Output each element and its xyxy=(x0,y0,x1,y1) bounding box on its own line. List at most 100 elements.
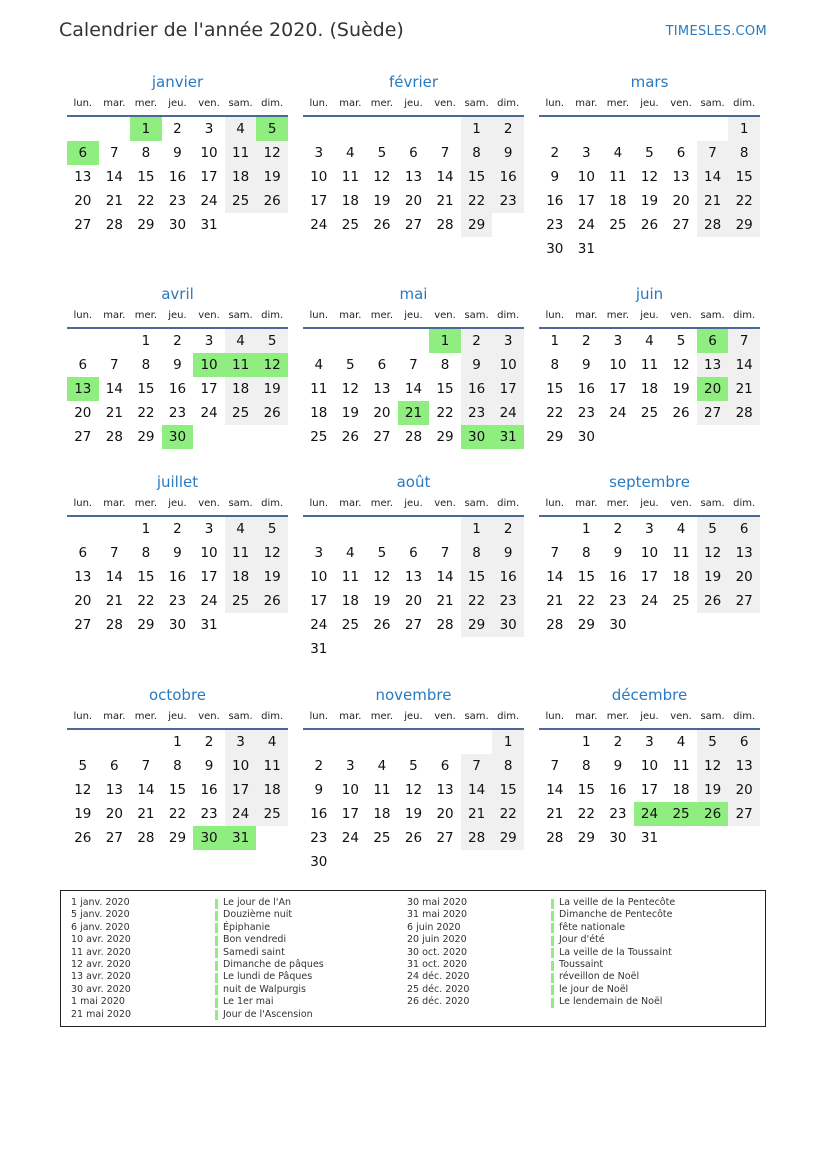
day-cell[interactable]: 11 xyxy=(373,782,391,798)
day-cell[interactable]: 23 xyxy=(200,806,218,822)
day-cell[interactable]: 26 xyxy=(256,401,288,425)
day-cell[interactable]: 25 xyxy=(310,429,328,445)
day-cell[interactable]: 8 xyxy=(141,357,151,373)
day-cell[interactable]: 30 xyxy=(546,241,564,257)
day-cell[interactable]: 3 xyxy=(645,734,654,750)
day-cell[interactable]: 14 xyxy=(728,353,760,377)
day-cell[interactable]: 10 xyxy=(640,758,659,774)
day-cell[interactable]: 5 xyxy=(256,329,288,353)
day-cell[interactable]: 1 xyxy=(141,333,151,349)
day-cell[interactable]: 8 xyxy=(728,141,760,165)
day-cell[interactable]: 6 xyxy=(696,329,729,353)
day-cell[interactable]: 18 xyxy=(672,782,690,798)
day-cell[interactable]: 12 xyxy=(373,569,391,585)
brand-link[interactable]: TIMESLES.COM xyxy=(665,24,767,39)
day-cell[interactable]: 25 xyxy=(341,617,359,633)
day-cell[interactable]: 9 xyxy=(492,141,524,165)
day-cell[interactable]: 16 xyxy=(460,377,493,401)
day-cell[interactable]: 14 xyxy=(105,569,123,585)
day-cell[interactable]: 30 xyxy=(168,217,187,233)
day-cell[interactable]: 21 xyxy=(397,401,430,425)
day-cell[interactable]: 13 xyxy=(373,381,391,397)
day-cell[interactable]: 11 xyxy=(672,758,690,774)
day-cell[interactable]: 15 xyxy=(460,565,493,589)
day-cell[interactable]: 17 xyxy=(577,193,595,209)
day-cell[interactable]: 9 xyxy=(173,145,182,161)
day-cell[interactable]: 3 xyxy=(613,333,623,349)
day-cell[interactable]: 19 xyxy=(640,193,659,209)
day-cell[interactable]: 21 xyxy=(137,806,155,822)
day-cell[interactable]: 22 xyxy=(137,193,155,209)
day-cell[interactable]: 30 xyxy=(193,826,225,850)
day-cell[interactable]: 15 xyxy=(168,782,187,798)
day-cell[interactable]: 8 xyxy=(582,758,591,774)
day-cell[interactable]: 9 xyxy=(492,541,524,565)
day-cell[interactable]: 23 xyxy=(546,217,564,233)
day-cell[interactable]: 16 xyxy=(168,169,187,185)
day-cell[interactable]: 4 xyxy=(346,545,355,561)
day-cell[interactable]: 18 xyxy=(640,381,659,397)
day-cell[interactable]: 19 xyxy=(404,806,423,822)
day-cell[interactable]: 16 xyxy=(168,381,187,397)
day-cell[interactable]: 16 xyxy=(609,569,627,585)
day-cell[interactable]: 4 xyxy=(346,145,355,161)
day-cell[interactable]: 10 xyxy=(640,545,659,561)
day-cell[interactable]: 4 xyxy=(613,145,623,161)
day-cell[interactable]: 15 xyxy=(460,165,493,189)
day-cell[interactable]: 23 xyxy=(492,589,524,613)
day-cell[interactable]: 30 xyxy=(168,617,187,633)
day-cell[interactable]: 25 xyxy=(672,593,690,609)
day-cell[interactable]: 1 xyxy=(460,117,493,141)
day-cell[interactable]: 1 xyxy=(173,734,182,750)
day-cell[interactable]: 19 xyxy=(256,565,288,589)
day-cell[interactable]: 26 xyxy=(640,217,659,233)
day-cell[interactable]: 14 xyxy=(105,381,123,397)
day-cell[interactable]: 24 xyxy=(200,593,218,609)
day-cell[interactable]: 28 xyxy=(105,617,123,633)
day-cell[interactable]: 31 xyxy=(200,617,218,633)
day-cell[interactable]: 18 xyxy=(373,806,391,822)
day-cell[interactable]: 17 xyxy=(310,193,328,209)
day-cell[interactable]: 17 xyxy=(609,381,627,397)
day-cell[interactable]: 22 xyxy=(168,806,187,822)
day-cell[interactable]: 1 xyxy=(141,521,151,537)
day-cell[interactable]: 26 xyxy=(672,405,690,421)
day-cell[interactable]: 16 xyxy=(168,569,187,585)
day-cell[interactable]: 29 xyxy=(492,826,524,850)
day-cell[interactable]: 19 xyxy=(696,565,729,589)
day-cell[interactable]: 19 xyxy=(672,381,690,397)
day-cell[interactable]: 10 xyxy=(310,569,328,585)
day-cell[interactable]: 1 xyxy=(728,117,760,141)
day-cell[interactable]: 8 xyxy=(460,141,493,165)
day-cell[interactable]: 6 xyxy=(409,145,418,161)
day-cell[interactable]: 16 xyxy=(546,193,564,209)
day-cell[interactable]: 30 xyxy=(161,425,194,449)
day-cell[interactable]: 25 xyxy=(640,405,659,421)
day-cell[interactable]: 22 xyxy=(546,405,564,421)
day-cell[interactable]: 3 xyxy=(492,329,524,353)
day-cell[interactable]: 22 xyxy=(137,405,155,421)
day-cell[interactable]: 4 xyxy=(256,730,288,754)
day-cell[interactable]: 2 xyxy=(492,517,524,541)
day-cell[interactable]: 21 xyxy=(460,802,493,826)
day-cell[interactable]: 5 xyxy=(256,517,288,541)
day-cell[interactable]: 21 xyxy=(105,405,123,421)
day-cell[interactable]: 24 xyxy=(633,802,666,826)
day-cell[interactable]: 17 xyxy=(640,569,659,585)
day-cell[interactable]: 24 xyxy=(609,405,627,421)
day-cell[interactable]: 28 xyxy=(105,429,123,445)
day-cell[interactable]: 21 xyxy=(546,593,564,609)
day-cell[interactable]: 27 xyxy=(404,217,423,233)
day-cell[interactable]: 18 xyxy=(672,569,690,585)
day-cell[interactable]: 6 xyxy=(67,141,99,165)
day-cell[interactable]: 16 xyxy=(310,806,328,822)
day-cell[interactable]: 9 xyxy=(204,758,214,774)
day-cell[interactable]: 26 xyxy=(696,802,729,826)
day-cell[interactable]: 13 xyxy=(404,169,423,185)
day-cell[interactable]: 12 xyxy=(373,169,391,185)
day-cell[interactable]: 29 xyxy=(168,830,187,846)
day-cell[interactable]: 13 xyxy=(696,353,729,377)
day-cell[interactable]: 9 xyxy=(173,545,182,561)
day-cell[interactable]: 31 xyxy=(492,425,524,449)
day-cell[interactable]: 16 xyxy=(492,165,524,189)
